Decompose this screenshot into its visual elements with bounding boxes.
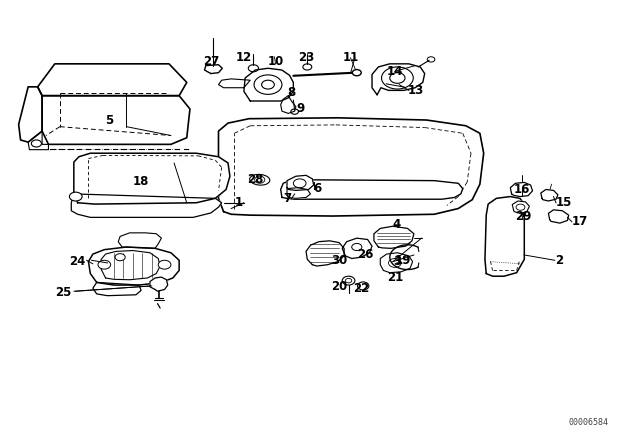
Text: 27: 27 [203, 55, 219, 68]
Text: 20: 20 [331, 280, 347, 293]
Text: 29: 29 [515, 210, 531, 223]
Polygon shape [150, 277, 168, 291]
Polygon shape [19, 87, 42, 142]
Polygon shape [71, 194, 221, 217]
Polygon shape [38, 64, 187, 96]
Circle shape [115, 254, 125, 261]
Circle shape [31, 140, 42, 147]
Polygon shape [372, 64, 425, 95]
Text: 1: 1 [234, 196, 243, 209]
Text: 15: 15 [556, 196, 572, 209]
Polygon shape [548, 210, 569, 223]
Polygon shape [306, 241, 344, 266]
Text: 25: 25 [55, 286, 71, 299]
Text: 23: 23 [298, 51, 314, 64]
Circle shape [158, 260, 171, 269]
Text: 28: 28 [247, 173, 264, 186]
Polygon shape [512, 201, 529, 213]
Text: 26: 26 [358, 248, 374, 261]
Text: 7: 7 [284, 192, 291, 205]
Circle shape [69, 192, 82, 201]
Polygon shape [281, 180, 463, 199]
Text: 13: 13 [408, 84, 424, 97]
Polygon shape [380, 253, 413, 273]
Polygon shape [218, 118, 484, 216]
Polygon shape [93, 282, 141, 296]
Polygon shape [485, 197, 524, 276]
Polygon shape [342, 238, 372, 258]
Circle shape [353, 69, 361, 76]
Polygon shape [287, 188, 310, 198]
Text: 9: 9 [296, 103, 304, 116]
Text: 10: 10 [268, 55, 284, 68]
Text: 14: 14 [387, 65, 403, 78]
Circle shape [98, 260, 111, 269]
Polygon shape [281, 96, 296, 113]
Text: 11: 11 [342, 51, 358, 64]
Text: 4: 4 [392, 218, 400, 231]
Polygon shape [88, 247, 179, 285]
Text: 6: 6 [314, 182, 322, 195]
Text: 16: 16 [513, 183, 530, 196]
Text: 00006584: 00006584 [569, 418, 609, 426]
Polygon shape [541, 190, 558, 201]
Text: 5: 5 [105, 113, 113, 126]
Polygon shape [510, 182, 532, 197]
Polygon shape [244, 68, 293, 101]
Text: 8: 8 [287, 86, 296, 99]
Polygon shape [205, 65, 222, 73]
Text: 3: 3 [393, 255, 401, 268]
Polygon shape [287, 175, 314, 190]
Text: 2: 2 [555, 254, 563, 267]
Text: 19: 19 [395, 254, 412, 267]
Polygon shape [42, 96, 190, 144]
Text: 24: 24 [69, 255, 85, 268]
Text: 30: 30 [331, 254, 347, 267]
Polygon shape [74, 153, 230, 204]
Polygon shape [118, 233, 161, 248]
Polygon shape [374, 226, 414, 248]
Text: 18: 18 [133, 176, 149, 189]
Polygon shape [218, 79, 250, 88]
Text: 12: 12 [236, 51, 252, 64]
Text: 22: 22 [353, 282, 369, 295]
Ellipse shape [250, 174, 270, 185]
Text: 17: 17 [572, 215, 588, 228]
Text: 21: 21 [387, 271, 403, 284]
